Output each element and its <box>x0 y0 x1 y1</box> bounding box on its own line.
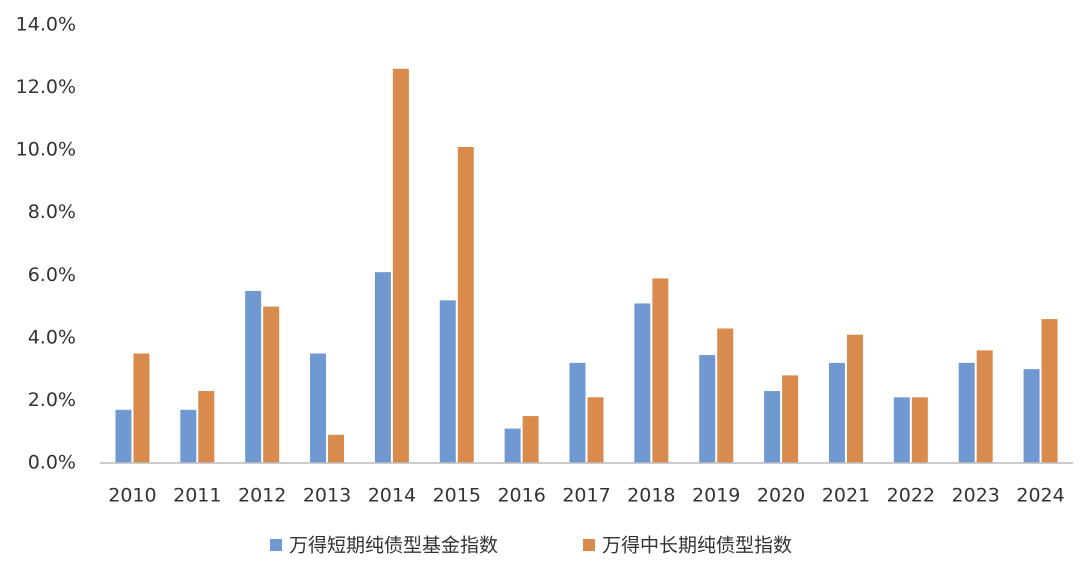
y-tick-label: 0.0% <box>28 452 76 474</box>
x-tick-label: 2019 <box>692 485 740 507</box>
bar <box>439 300 456 463</box>
bar <box>328 434 345 463</box>
bar <box>310 353 327 463</box>
bar <box>782 375 799 463</box>
x-tick-label: 2022 <box>887 485 935 507</box>
bar <box>699 355 716 463</box>
bar <box>245 290 262 463</box>
legend-swatch <box>270 539 282 551</box>
bar <box>893 397 910 463</box>
bar <box>198 391 215 463</box>
bar <box>263 306 280 463</box>
x-tick-label: 2012 <box>238 485 286 507</box>
y-tick-label: 2.0% <box>28 389 76 411</box>
y-tick-label: 12.0% <box>16 76 76 98</box>
bar <box>587 397 604 463</box>
y-tick-label: 8.0% <box>28 201 76 223</box>
bar <box>180 409 197 463</box>
y-tick-label: 14.0% <box>16 14 76 36</box>
x-tick-label: 2013 <box>303 485 351 507</box>
bar <box>374 272 391 463</box>
x-tick-label: 2014 <box>368 485 416 507</box>
bar <box>392 68 409 464</box>
x-tick-label: 2017 <box>562 485 610 507</box>
bar <box>457 147 474 463</box>
y-tick-label: 10.0% <box>16 139 76 161</box>
x-tick-label: 2018 <box>627 485 675 507</box>
bar <box>522 416 539 463</box>
bar <box>976 350 993 463</box>
bar <box>133 353 150 463</box>
y-tick-label: 4.0% <box>28 326 76 348</box>
x-tick-label: 2011 <box>173 485 221 507</box>
bar <box>717 328 734 463</box>
x-tick-label: 2010 <box>108 485 156 507</box>
bar <box>652 278 669 463</box>
x-tick-label: 2023 <box>952 485 1000 507</box>
x-tick-label: 2024 <box>1016 485 1064 507</box>
bar <box>846 334 863 463</box>
x-tick-label: 2021 <box>822 485 870 507</box>
legend-swatch <box>583 539 595 551</box>
x-tick-label: 2020 <box>757 485 805 507</box>
bar <box>1041 319 1058 463</box>
y-tick-label: 6.0% <box>28 264 76 286</box>
bar <box>911 397 928 463</box>
legend-label: 万得短期纯债型基金指数 <box>289 535 498 557</box>
bar <box>764 391 781 463</box>
bar <box>634 303 651 463</box>
x-tick-label: 2015 <box>433 485 481 507</box>
bar <box>828 362 845 463</box>
x-tick-label: 2016 <box>497 485 545 507</box>
bar <box>569 362 586 463</box>
bar <box>504 428 521 463</box>
bar <box>115 409 132 463</box>
legend-label: 万得中长期纯债型指数 <box>602 535 792 557</box>
bar <box>1023 369 1040 463</box>
bar <box>958 362 975 463</box>
